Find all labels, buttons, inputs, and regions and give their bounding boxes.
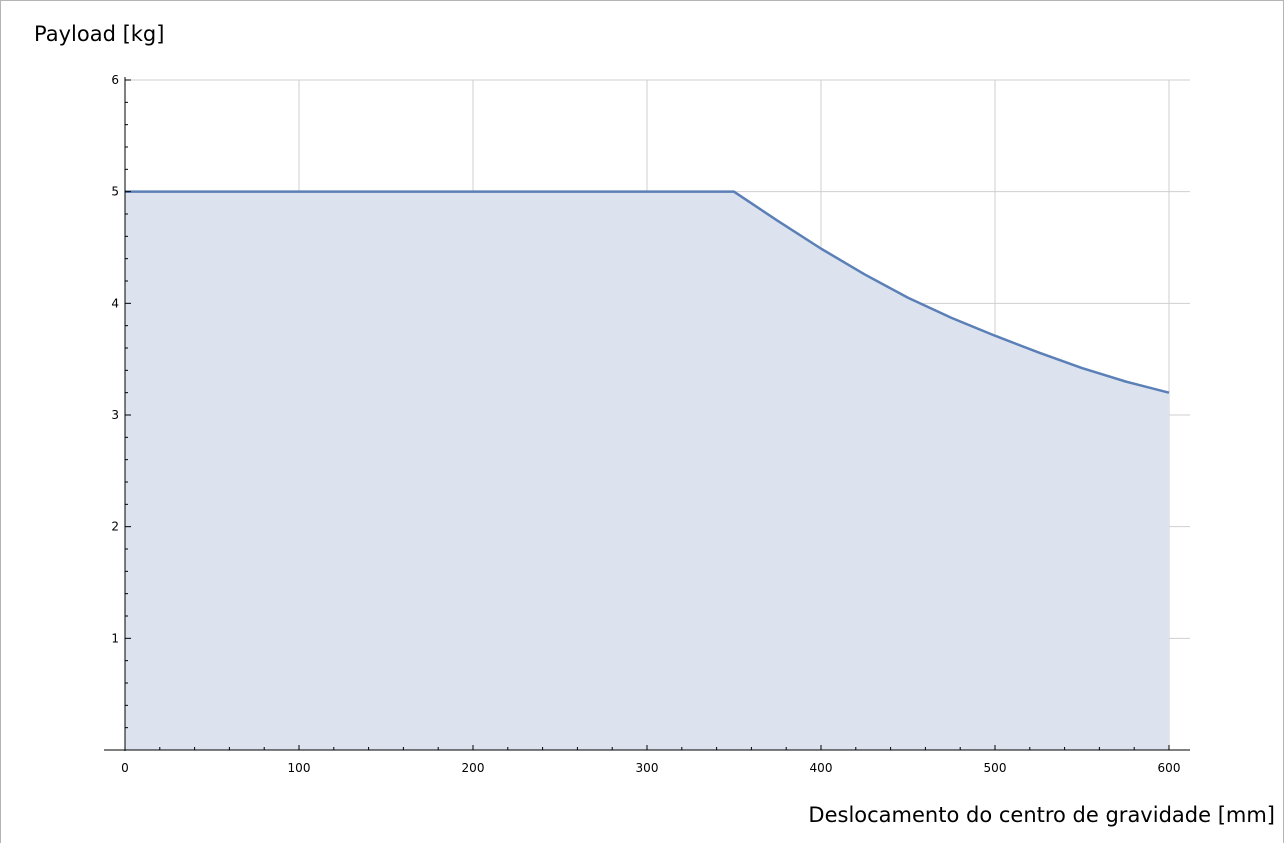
y-tick-label-5: 5 (111, 185, 119, 199)
y-tick-label-3: 3 (111, 408, 119, 422)
y-tick-label-2: 2 (111, 520, 119, 534)
y-axis-title: Payload [kg] (34, 22, 165, 46)
payload-line (125, 190, 1170, 394)
x-axis-title: Deslocamento do centro de gravidade [mm] (808, 803, 1275, 827)
payload-area (125, 191, 1169, 751)
x-tick-label-300: 300 (636, 761, 659, 775)
x-tick-label-600: 600 (1158, 761, 1181, 775)
x-tick-label-100: 100 (288, 761, 311, 775)
x-tick-label-0: 0 (121, 761, 129, 775)
y-tick-label-4: 4 (111, 296, 119, 310)
x-tick-label-400: 400 (810, 761, 833, 775)
y-tick-label-6: 6 (111, 73, 119, 87)
x-tick-label-200: 200 (462, 761, 485, 775)
y-tick-label-1: 1 (111, 631, 119, 645)
x-tick-label-500: 500 (984, 761, 1007, 775)
axis-ticks: 0 100 200 300 400 500 600 1 2 3 4 5 6 (111, 73, 1180, 775)
